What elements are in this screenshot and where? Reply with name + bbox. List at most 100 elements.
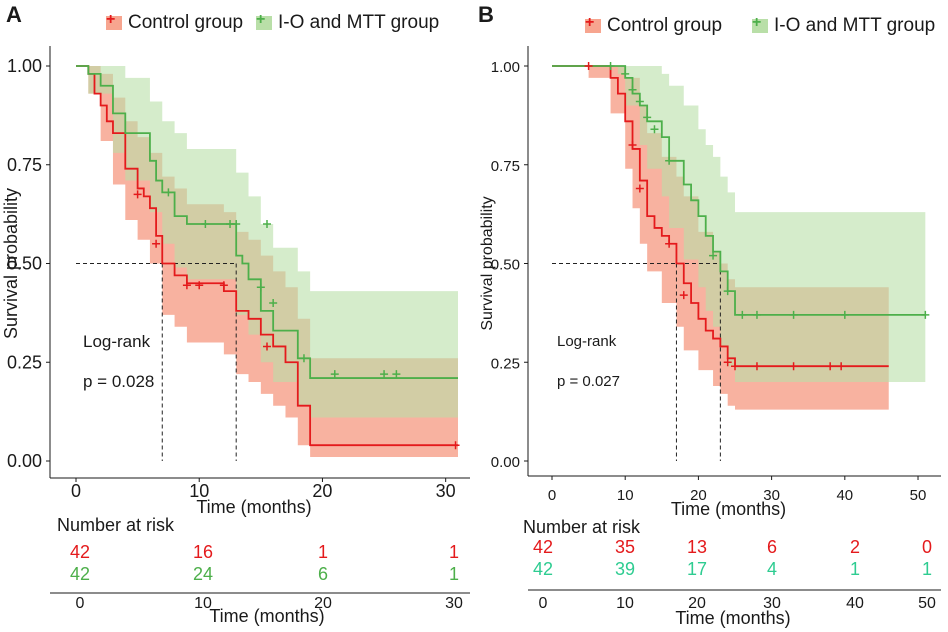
panel-a-control-censor-mark — [195, 281, 204, 290]
panel-b-y-tick-label: 1.00 — [491, 59, 520, 76]
panel-b-io-censor-mark — [840, 310, 849, 319]
panel-b-risk-x-label: Time (months) — [675, 608, 790, 628]
panel-b-risk-time-label: 0 — [539, 595, 548, 612]
panel-a-x-tick-label: 10 — [189, 481, 209, 501]
legend-io-swatch: + — [256, 11, 272, 30]
panel-b-control-censor-mark — [826, 362, 835, 371]
panel-a-risk-io-count: 42 — [70, 564, 90, 584]
panel-b-y-tick-label: 0.50 — [491, 257, 520, 274]
panel-b-io-ci-band — [552, 66, 926, 382]
panel-a-io-censor-mark — [201, 220, 210, 228]
panel-a-risk-io-count: 24 — [193, 564, 213, 584]
panel-b-risk-control-count: 0 — [922, 537, 932, 557]
panel-b-legend-io: + I-O and MTT group — [752, 14, 936, 37]
panel-b-y-tick-label: 0.75 — [491, 158, 520, 175]
legend-control-label: Control group — [607, 15, 723, 36]
panel-b-control-censor-mark — [635, 184, 644, 193]
panel-a-x-tick-label: 20 — [312, 481, 332, 501]
panel-a-control-censor-mark — [133, 190, 142, 199]
panel-b-control-censor-mark — [723, 358, 732, 367]
panel-a-risk-time-label: 20 — [314, 595, 332, 612]
panel-a-risk-time-label: 30 — [445, 595, 463, 612]
panel-a-risk-control-count: 1 — [318, 542, 328, 562]
panel-b-io-censor-mark — [650, 125, 659, 134]
panel-b-control-censor-mark — [665, 239, 674, 248]
panel-b-io-censor-mark — [628, 85, 637, 94]
panel-b-risk-time-label: 20 — [688, 595, 706, 612]
panel-b-x-tick-label: 40 — [836, 487, 853, 504]
panel-a-x-tick-label: 0 — [71, 481, 81, 501]
panel-b-io-censor-mark — [643, 113, 652, 122]
panel-b-io-censor-mark — [921, 310, 930, 319]
panel-b-io-censor-mark — [789, 310, 798, 319]
panel-a-io-censor-mark — [256, 283, 265, 292]
panel-a-io-censor-mark — [299, 354, 308, 363]
panel-b-p-value: p = 0.027 — [557, 373, 620, 390]
panel-b-legend-control: + Control group — [585, 14, 723, 37]
panel-a-control-censor-mark — [263, 342, 271, 351]
panel-a-legend-io: + I-O and MTT group — [256, 11, 440, 34]
panel-b-io-censor-mark — [635, 97, 644, 106]
panel-b-risk-io-count: 1 — [850, 559, 860, 579]
panel-a-risk-time-label: 0 — [76, 595, 85, 612]
panel-a-x-axis-label: Time (months) — [196, 497, 311, 517]
panel-b-risk-control-count: 6 — [767, 537, 777, 557]
legend-io-label: I-O and MTT group — [774, 15, 936, 36]
panel-a-io-ci-band — [76, 66, 458, 418]
panel-b-risk-control-count: 42 — [533, 537, 553, 557]
panel-b-letter: B — [478, 2, 494, 27]
panel-b-risk-table-title: Number at risk — [523, 517, 641, 537]
legend-io-label: I-O and MTT group — [278, 12, 440, 33]
panel-b-x-tick-label: 20 — [690, 487, 707, 504]
panel-a-control-censor-mark — [219, 281, 228, 290]
panel-b-y-tick-label: 0.00 — [491, 454, 520, 471]
panel-a-io-censor-mark — [232, 220, 241, 228]
panel-b-risk-time-label: 10 — [616, 595, 634, 612]
legend-control-label: Control group — [128, 12, 244, 33]
panel-b-y-tick-label: 0.25 — [491, 355, 520, 372]
panel-a-y-tick-label: 0.50 — [7, 254, 42, 274]
panel-b-control-censor-mark — [584, 62, 593, 70]
panel-a-control-line — [76, 65, 458, 447]
panel-b-risk-io-count: 4 — [767, 559, 777, 579]
panel-b-risk-time-label: 40 — [846, 595, 864, 612]
panel-a-y-tick-label: 0.75 — [7, 155, 42, 175]
panel-b-risk-time-label: 50 — [918, 595, 936, 612]
panel-a-control-censor-mark — [451, 441, 460, 450]
panel-b-control-censor-mark — [752, 362, 761, 371]
panel-b-io-censor-mark — [738, 310, 747, 319]
legend-control-swatch: + — [106, 11, 122, 30]
panel-a-risk-x-label: Time (months) — [209, 606, 324, 626]
panel-a-y-tick-label: 1.00 — [7, 56, 42, 76]
panel-b-x-tick-label: 30 — [763, 487, 780, 504]
panel-a-legend-control: + Control group — [106, 11, 244, 34]
panel-a-y-tick-label: 0.00 — [7, 451, 42, 471]
panel-b-io-censor-mark — [709, 251, 718, 260]
panel-b-logrank-label: Log-rank — [557, 333, 617, 350]
panel-a-risk-time-label: 10 — [194, 595, 212, 612]
panel-b-io-censor-mark — [621, 69, 630, 78]
panel-b-x-tick-label: 10 — [617, 487, 634, 504]
panel-b-control-censor-mark — [789, 362, 798, 371]
panel-a-y-axis-label: Survival probability — [1, 188, 21, 339]
panel-a-io-censor-mark — [330, 370, 339, 379]
panel-b-risk-io-count: 39 — [615, 559, 635, 579]
panel-a-control-censor-mark — [182, 281, 191, 290]
panel-b-x-tick-label: 0 — [548, 487, 556, 504]
panel-b-risk-control-count: 35 — [615, 537, 635, 557]
panel-a-io-censor-mark — [392, 370, 401, 379]
panel-a-io-censor-mark — [380, 370, 389, 379]
panel-a-y-tick-label: 0.25 — [7, 352, 42, 372]
panel-a-risk-io-count: 6 — [318, 564, 328, 584]
panel-a-risk-control-count: 1 — [449, 542, 459, 562]
panel-a-risk-control-count: 42 — [70, 542, 90, 562]
panel-b-risk-io-count: 1 — [922, 559, 932, 579]
panel-a-x-tick-label: 30 — [436, 481, 456, 501]
panel-b-risk-control-count: 13 — [687, 537, 707, 557]
panel-a-risk-table-title: Number at risk — [57, 515, 175, 535]
panel-b-risk-time-label: 30 — [763, 595, 781, 612]
panel-a-letter: A — [6, 2, 22, 27]
panel-b-control-censor-mark — [837, 362, 846, 371]
panel-b-control-censor-mark — [679, 291, 688, 300]
